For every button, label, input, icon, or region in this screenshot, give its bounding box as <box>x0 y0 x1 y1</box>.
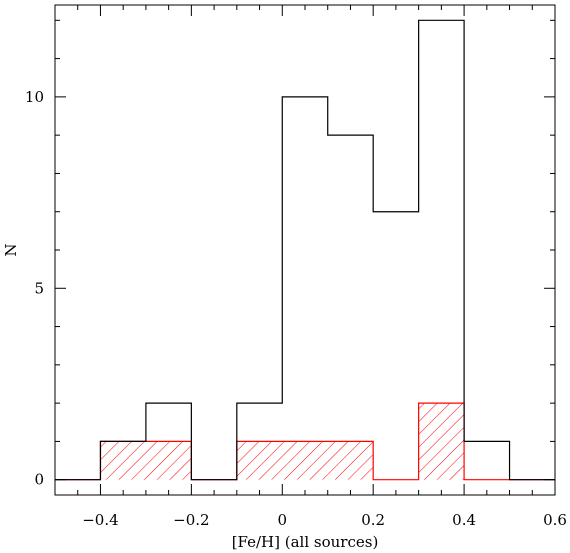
red-hatched-bar <box>236 441 283 480</box>
black-series-outline <box>55 19 555 481</box>
tick-labels: −0.4 −0.2 0 0.2 0.4 0.6 0 5 10 <box>25 88 567 529</box>
x-tick-label: 0.4 <box>452 511 476 529</box>
red-hatched-bar <box>418 403 465 480</box>
x-axis-label: [Fe/H] (all sources) <box>232 533 379 551</box>
y-tick-label: 5 <box>34 279 44 297</box>
y-tick-label: 10 <box>25 88 44 106</box>
red-hatched-bar <box>100 441 146 480</box>
axis-ticks <box>54 5 556 495</box>
y-axis-label: N <box>2 243 20 256</box>
x-tick-label: −0.4 <box>82 511 118 529</box>
chart-marks <box>55 19 555 481</box>
x-tick-label: −0.2 <box>173 511 209 529</box>
y-tick-label: 0 <box>34 471 44 489</box>
x-tick-label: 0.2 <box>361 511 385 529</box>
red-hatched-bar <box>327 441 374 480</box>
x-tick-label: 0.6 <box>543 511 567 529</box>
x-tick-label: 0 <box>277 511 287 529</box>
plot-frame <box>54 4 556 496</box>
red-hatched-bar <box>282 441 328 480</box>
red-hatched-bar <box>145 441 192 480</box>
